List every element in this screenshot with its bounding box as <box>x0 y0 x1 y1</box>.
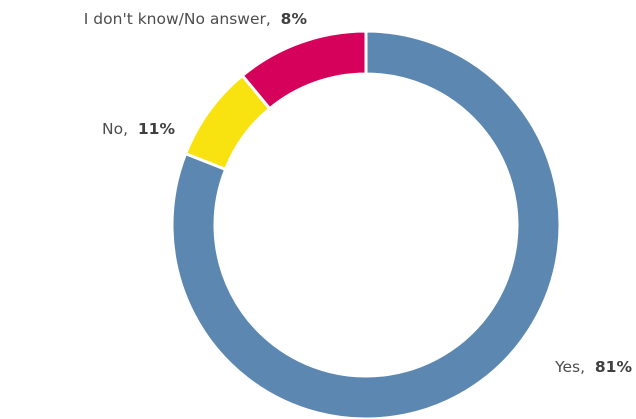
slice-no <box>240 29 368 111</box>
slice-labels: Yes, 81% I don't know/No answer, 8% No, 11… <box>84 10 633 376</box>
slice-label-value: 8% <box>281 10 308 28</box>
slice-label-name: Yes, <box>554 358 595 376</box>
slice-yes <box>170 29 562 419</box>
slice-label-value: 81% <box>595 358 633 376</box>
slice-label-i-don-t-know-no-answer: I don't know/No answer, 8% <box>84 10 308 28</box>
slice-label-value: 11% <box>138 120 176 138</box>
slice-label-name: No, <box>102 120 138 138</box>
slice-label-yes: Yes, 81% <box>554 358 632 376</box>
slice-label-name: I don't know/No answer, <box>84 10 281 28</box>
donut-slices <box>170 29 562 419</box>
slice-label-no: No, 11% <box>102 120 175 138</box>
